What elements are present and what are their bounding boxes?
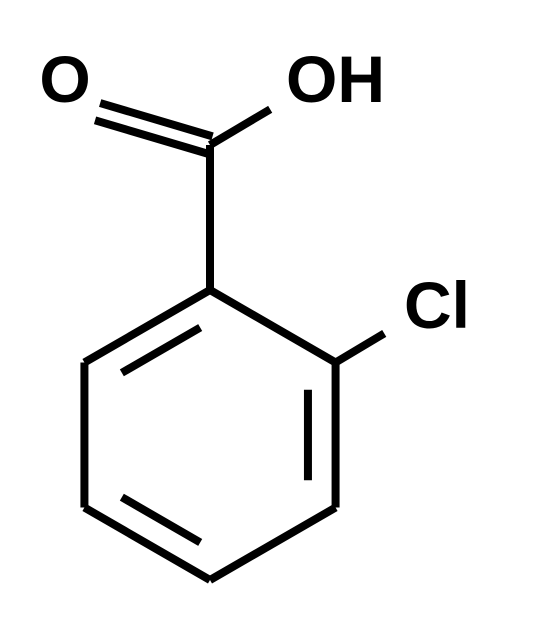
chlorine-label: Cl [404, 268, 470, 342]
oxygen-double-label: O [39, 42, 90, 116]
molecule-diagram: O OH Cl [0, 0, 542, 640]
hydroxyl-label: OH [286, 42, 385, 116]
